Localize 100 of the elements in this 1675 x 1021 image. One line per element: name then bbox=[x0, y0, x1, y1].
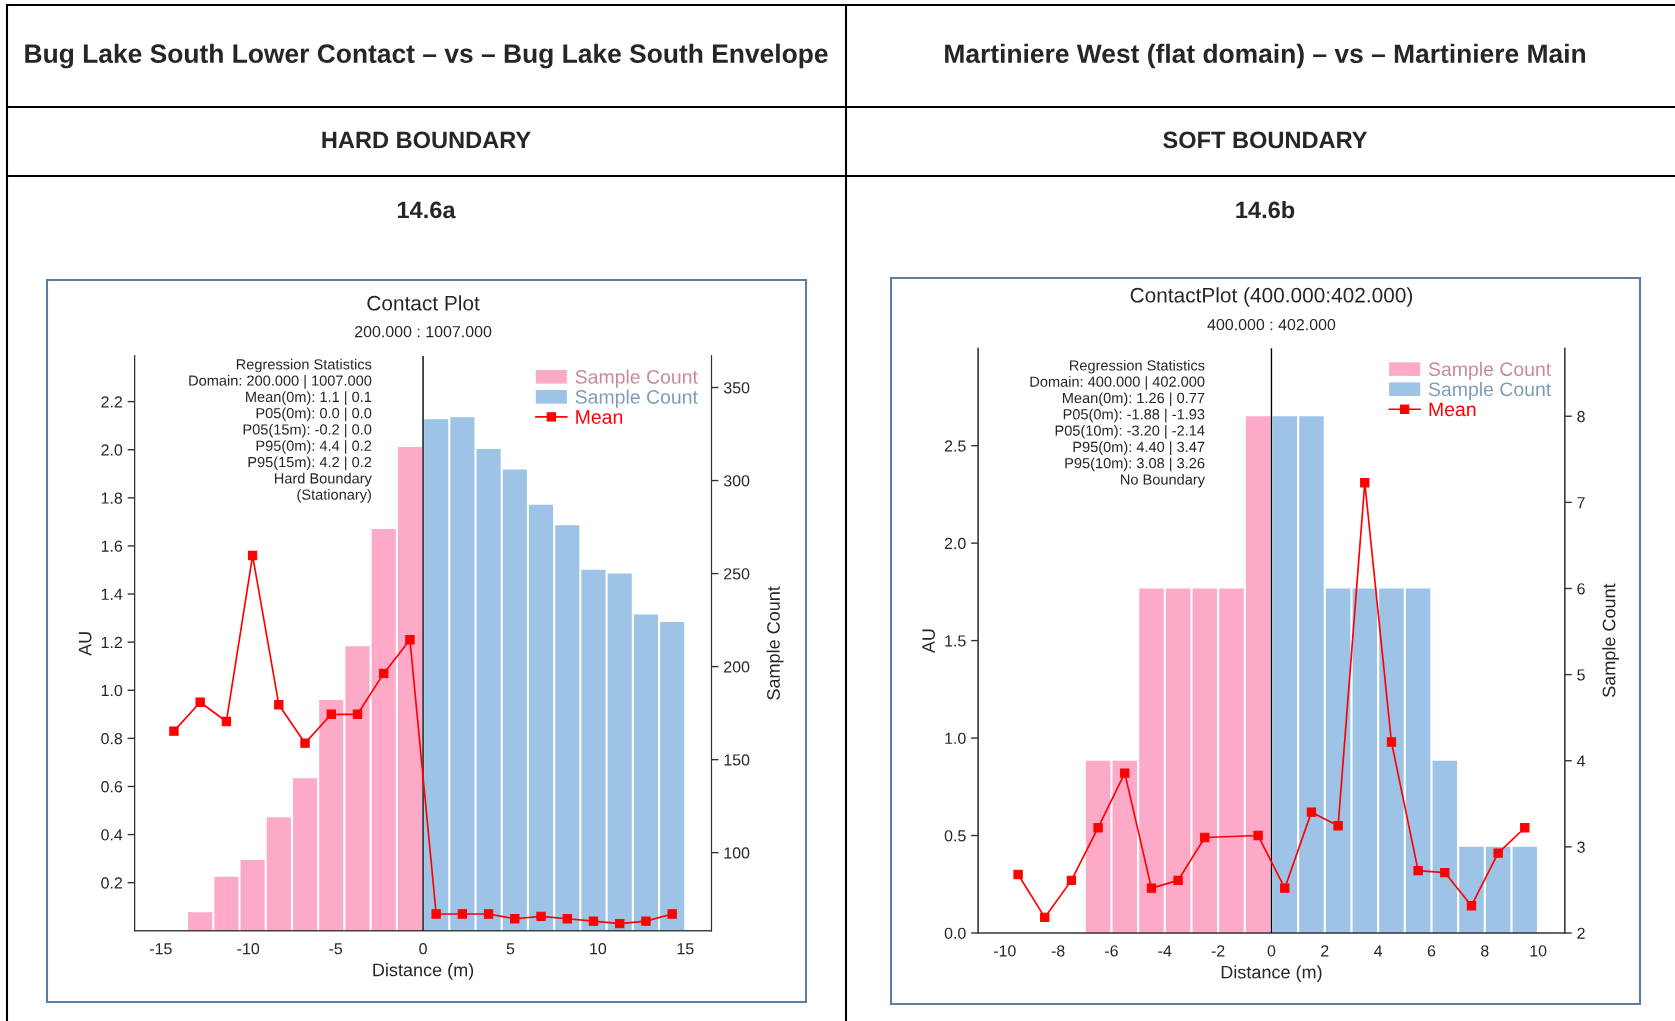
y2-tick-label: 8 bbox=[1577, 410, 1585, 423]
x-tick-label: 6 bbox=[1427, 945, 1436, 957]
point bbox=[1360, 478, 1370, 488]
point bbox=[1200, 832, 1210, 843]
annotation: Regression Statistics Domain: 400.000 | 402.000 Mean(0m): 1.26 | 0.77 P05(0m): -1.88 | -1.93 P05(10m): -3.20 | -2.14 P95(0m): 4.40 | 3.47 P95(10m): 3.08 | 3.26 No Boundary bbox=[1030, 359, 1205, 488]
y-tick-label: 1.4 bbox=[101, 588, 123, 600]
point bbox=[1280, 883, 1290, 893]
x-tick-label: 8 bbox=[1481, 945, 1489, 957]
point bbox=[1520, 823, 1530, 833]
point bbox=[431, 909, 441, 919]
y-tick-label: 2.5 bbox=[944, 440, 966, 452]
y-tick-label: 1.6 bbox=[101, 540, 123, 552]
x-tick-label: -10 bbox=[993, 945, 1016, 957]
point bbox=[1386, 737, 1397, 747]
x-axis-title: Distance (m) bbox=[1221, 965, 1322, 983]
y-tick-label: 0.2 bbox=[101, 877, 122, 889]
x-tick-label: -6 bbox=[1105, 945, 1118, 957]
y2-axis-title: Sample Count bbox=[766, 586, 784, 700]
point bbox=[1120, 768, 1130, 778]
point bbox=[536, 911, 546, 922]
x-tick-label: 5 bbox=[506, 943, 515, 955]
point bbox=[274, 700, 284, 710]
point bbox=[562, 914, 572, 924]
point bbox=[169, 726, 179, 736]
y-axis-title: AU bbox=[922, 629, 935, 654]
point bbox=[300, 738, 310, 748]
point bbox=[1306, 807, 1317, 817]
legend-label: Sample Count bbox=[1428, 381, 1552, 401]
y-tick-label: 0.5 bbox=[944, 830, 966, 842]
x-tick-label: 4 bbox=[1374, 945, 1383, 957]
y2-tick-label: 100 bbox=[724, 847, 750, 859]
point bbox=[1493, 848, 1503, 858]
y-tick-label: 1.0 bbox=[101, 684, 123, 697]
y-tick-label: 1.8 bbox=[101, 492, 123, 504]
x-tick-label: -4 bbox=[1158, 945, 1172, 957]
point bbox=[352, 709, 363, 719]
y2-tick-label: 300 bbox=[723, 475, 750, 487]
point bbox=[457, 909, 468, 919]
point bbox=[1440, 867, 1450, 878]
chart-subtitle: 200.000 : 1007.000 bbox=[355, 325, 492, 338]
x-tick-label: -2 bbox=[1211, 945, 1225, 957]
x-tick-label: -15 bbox=[149, 943, 172, 955]
y2-axis-title: Sample Count bbox=[1602, 583, 1619, 697]
point bbox=[615, 918, 625, 929]
point bbox=[221, 716, 232, 727]
y-tick-label: 0.6 bbox=[101, 781, 123, 793]
text: Martiniere West (flat domain) – vs – Martiniere Main bbox=[945, 43, 1586, 69]
y-tick-label: 1.0 bbox=[945, 732, 966, 745]
y2-tick-label: 5 bbox=[1577, 669, 1585, 681]
y2-tick-label: 3 bbox=[1577, 841, 1585, 853]
y-tick-label: 1.2 bbox=[101, 636, 122, 648]
x-tick-label: -8 bbox=[1051, 945, 1065, 957]
text: SOFT BOUNDARY bbox=[1163, 131, 1368, 149]
y2-tick-label: 6 bbox=[1577, 583, 1585, 595]
point bbox=[1413, 865, 1423, 876]
point bbox=[1173, 875, 1183, 886]
y-tick-label: 0.4 bbox=[101, 829, 123, 841]
y-tick-label: 2.0 bbox=[944, 537, 966, 550]
point bbox=[667, 909, 677, 919]
point bbox=[326, 709, 336, 719]
y-tick-label: 1.5 bbox=[945, 635, 966, 647]
y2-tick-label: 4 bbox=[1576, 755, 1586, 767]
x-tick-label: 15 bbox=[677, 943, 694, 955]
y-tick-label: 2.2 bbox=[101, 396, 122, 408]
point bbox=[1333, 821, 1343, 831]
point bbox=[195, 697, 205, 707]
y-tick-label: 0.0 bbox=[944, 927, 966, 939]
point bbox=[1066, 875, 1077, 886]
y-tick-label: 2.0 bbox=[101, 444, 123, 456]
x-axis-title: Distance (m) bbox=[373, 963, 474, 980]
text: 14.6a bbox=[397, 201, 456, 219]
point bbox=[1093, 823, 1103, 833]
point bbox=[1013, 869, 1023, 880]
point bbox=[483, 909, 494, 919]
y-axis-title: AU bbox=[78, 632, 92, 656]
legend-label: Mean bbox=[576, 410, 623, 424]
y2-tick-label: 250 bbox=[724, 568, 750, 580]
point bbox=[510, 914, 520, 924]
point bbox=[405, 635, 415, 645]
y2-tick-label: 7 bbox=[1577, 497, 1585, 509]
y2-tick-label: 350 bbox=[723, 382, 750, 394]
text: HARD BOUNDARY bbox=[322, 131, 531, 149]
text: Bug Lake South Lower Contact – vs – Bug Lake South Envelope bbox=[25, 43, 828, 69]
point bbox=[247, 550, 258, 561]
legend-label: Sample Count bbox=[1428, 361, 1552, 380]
text: 14.6b bbox=[1236, 201, 1295, 219]
chart-title: Contact Plot bbox=[367, 295, 480, 311]
x-tick-label: 10 bbox=[1530, 945, 1547, 957]
point bbox=[641, 916, 651, 926]
legend-label: Sample Count bbox=[575, 369, 698, 388]
x-tick-label: 10 bbox=[590, 943, 607, 955]
x-tick-label: 2 bbox=[1321, 945, 1329, 957]
chart-title: ContactPlot (400.000:402.000) bbox=[1130, 287, 1413, 307]
point bbox=[1466, 901, 1477, 911]
point bbox=[1253, 830, 1263, 841]
point bbox=[588, 916, 599, 926]
y-tick-label: 0.8 bbox=[101, 733, 123, 745]
y2-tick-label: 150 bbox=[724, 754, 750, 766]
x-tick-label: 0 bbox=[1267, 945, 1276, 957]
chart-subtitle: 400.000 : 402.000 bbox=[1207, 318, 1336, 331]
